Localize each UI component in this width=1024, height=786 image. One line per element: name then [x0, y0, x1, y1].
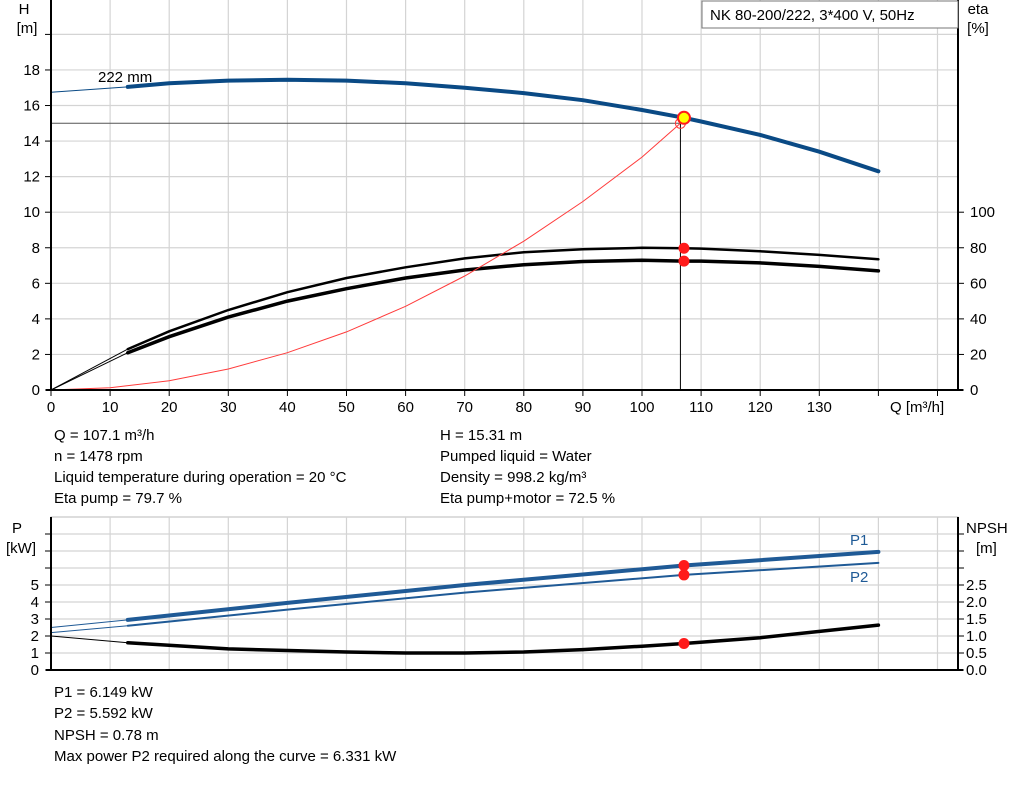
- series-p1-extension: [50, 619, 129, 628]
- eta-pump-point: [678, 242, 690, 254]
- x-tick-label: 120: [748, 399, 773, 416]
- y2-tick-label: 100: [970, 204, 995, 221]
- series-eta-pump-motor: [126, 258, 881, 355]
- info-liquid: Pumped liquid = Water: [440, 448, 592, 465]
- npsh-tick-label: 2.0: [966, 594, 987, 611]
- series-label-p2: P2: [850, 569, 868, 586]
- y-tick-label: 12: [23, 169, 40, 186]
- chart-marks: [50, 77, 881, 655]
- p-axis-label: P: [12, 520, 22, 537]
- npsh-tick-label: 0.5: [966, 645, 987, 662]
- y2-tick-label: 60: [970, 275, 987, 292]
- title-box: [701, 0, 959, 29]
- series-npsh-extension: [50, 635, 129, 644]
- p-tick-label: 4: [31, 594, 39, 611]
- info-temperature: Liquid temperature during operation = 20…: [54, 469, 347, 486]
- chart-title: NK 80-200/222, 3*400 V, 50Hz: [710, 7, 915, 24]
- p-tick-label: 3: [31, 611, 39, 628]
- x-tick-label: 90: [575, 399, 592, 416]
- series-head-extension: [50, 86, 129, 93]
- y-axis-unit: [m]: [17, 20, 38, 37]
- info-bottom: P1 = 6.149 kW P2 = 5.592 kW NPSH = 0.78 …: [54, 684, 397, 765]
- y-tick-label: 2: [32, 346, 40, 363]
- y-tick-label: 6: [32, 275, 40, 292]
- x-tick-label: 50: [338, 399, 355, 416]
- x-tick-label: 60: [397, 399, 414, 416]
- y2-axis-unit: [%]: [967, 20, 989, 37]
- p2-point: [678, 569, 690, 581]
- series-system: [50, 122, 681, 391]
- y-tick-label: 18: [23, 62, 40, 79]
- y2-tick-label: 40: [970, 311, 987, 328]
- top-grid: [51, 0, 958, 390]
- p-tick-label: 1: [31, 645, 39, 662]
- y2-tick-label: 20: [970, 346, 987, 363]
- info-top: Q = 107.1 m³/h n = 1478 rpm Liquid tempe…: [54, 427, 615, 507]
- info-p1: P1 = 6.149 kW: [54, 684, 154, 701]
- npsh-axis-label: NPSH: [966, 520, 1008, 537]
- p-axis-unit: [kW]: [6, 540, 36, 557]
- npsh-tick-label: 1.5: [966, 611, 987, 628]
- p-tick-label: 2: [31, 628, 39, 645]
- series-p1: [125, 549, 881, 622]
- npsh-tick-label: 2.5: [966, 577, 987, 594]
- eta-pump-motor-point: [678, 255, 690, 267]
- p-tick-label: 0: [31, 662, 39, 679]
- y-tick-label: 14: [23, 133, 40, 150]
- info-npsh: NPSH = 0.78 m: [54, 727, 159, 744]
- info-density: Density = 998.2 kg/m³: [440, 469, 586, 486]
- series-eta-pump-extension: [50, 348, 129, 391]
- series-label-p1: P1: [850, 532, 868, 549]
- y2-tick-label: 80: [970, 240, 987, 257]
- x-tick-label: 130: [807, 399, 832, 416]
- series-npsh: [126, 623, 881, 655]
- y-tick-label: 16: [23, 98, 40, 115]
- y-tick-label: 8: [32, 240, 40, 257]
- series-eta-pump-motor-extension: [50, 352, 129, 391]
- npsh-tick-label: 0.0: [966, 662, 987, 679]
- x-tick-label: 0: [47, 399, 55, 416]
- axes: 0 10 20 30 40 50 60 70 80 90 100 110 120 130024681012…: [23, 0, 995, 679]
- npsh-point: [678, 637, 690, 649]
- x-tick-label: 110: [689, 399, 713, 416]
- info-q: Q = 107.1 m³/h: [54, 427, 154, 444]
- y2-tick-label: 0: [970, 382, 978, 399]
- info-h: H = 15.31 m: [440, 427, 522, 444]
- npsh-axis-unit: [m]: [976, 540, 997, 557]
- x-tick-label: 10: [102, 399, 119, 416]
- y2-axis-label: eta: [968, 1, 990, 18]
- x-tick-label: 70: [456, 399, 473, 416]
- npsh-tick-label: 1.0: [966, 628, 987, 645]
- curve-label-impeller: 222 mm: [98, 69, 152, 86]
- series-head: [125, 77, 881, 174]
- x-tick-label: 80: [515, 399, 532, 416]
- info-max-p2: Max power P2 required along the curve = …: [54, 748, 397, 765]
- info-speed: n = 1478 rpm: [54, 448, 143, 465]
- p-tick-label: 5: [31, 577, 39, 594]
- y-tick-label: 0: [32, 382, 40, 399]
- x-tick-label: 20: [161, 399, 178, 416]
- info-eta-pump: Eta pump = 79.7 %: [54, 490, 182, 507]
- p1-point: [678, 559, 690, 571]
- series-p2: [126, 561, 880, 627]
- y-tick-label: 10: [23, 204, 40, 221]
- series-eta-pump: [126, 246, 880, 351]
- x-axis-label: Q [m³/h]: [890, 399, 944, 416]
- info-p2: P2 = 5.592 kW: [54, 705, 154, 722]
- x-tick-label: 30: [220, 399, 237, 416]
- series-p2-extension: [50, 625, 129, 634]
- y-axis-label: H: [19, 1, 30, 18]
- x-tick-label: 40: [279, 399, 296, 416]
- x-tick-label: 100: [629, 399, 654, 416]
- operating-point-marker: [676, 110, 691, 125]
- y-tick-label: 4: [32, 311, 40, 328]
- info-eta-pump-motor: Eta pump+motor = 72.5 %: [440, 490, 615, 507]
